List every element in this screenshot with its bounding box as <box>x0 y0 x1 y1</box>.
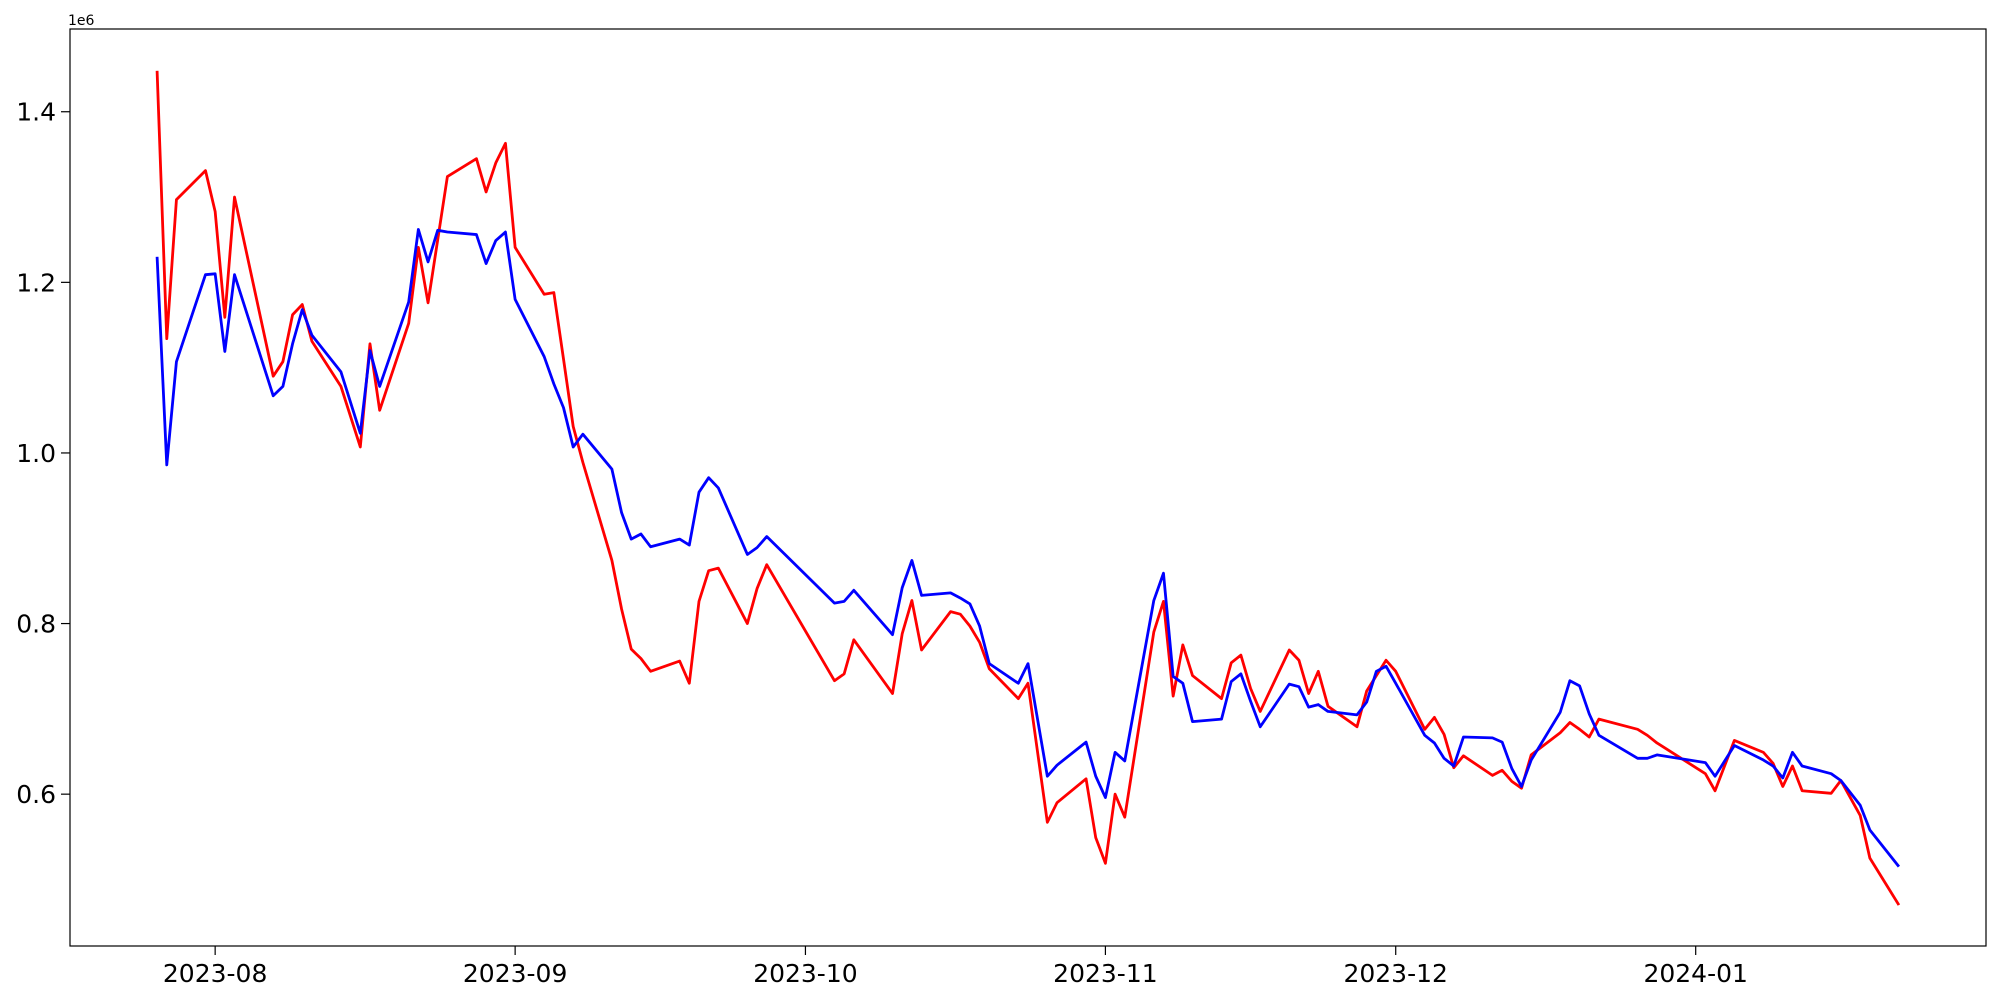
x-tick-label: 2023-12 <box>1343 959 1447 988</box>
y-tick-label: 1.2 <box>16 268 56 297</box>
plot-frame <box>69 28 1987 947</box>
y-tick-label: 0.6 <box>16 780 56 809</box>
line-series <box>155 228 1901 868</box>
x-tick-label: 2023-09 <box>463 959 567 988</box>
x-tick-label: 2023-08 <box>163 959 267 988</box>
y-tick-label: 1.4 <box>16 98 56 127</box>
y-tick-label: 1.0 <box>16 439 56 468</box>
x-tick-label: 2024-01 <box>1643 959 1747 988</box>
y-offset-label: 1e6 <box>68 13 95 29</box>
x-tick-label: 2023-10 <box>753 959 857 988</box>
x-tick-label: 2023-11 <box>1053 959 1157 988</box>
y-tick-label: 0.8 <box>16 610 56 639</box>
